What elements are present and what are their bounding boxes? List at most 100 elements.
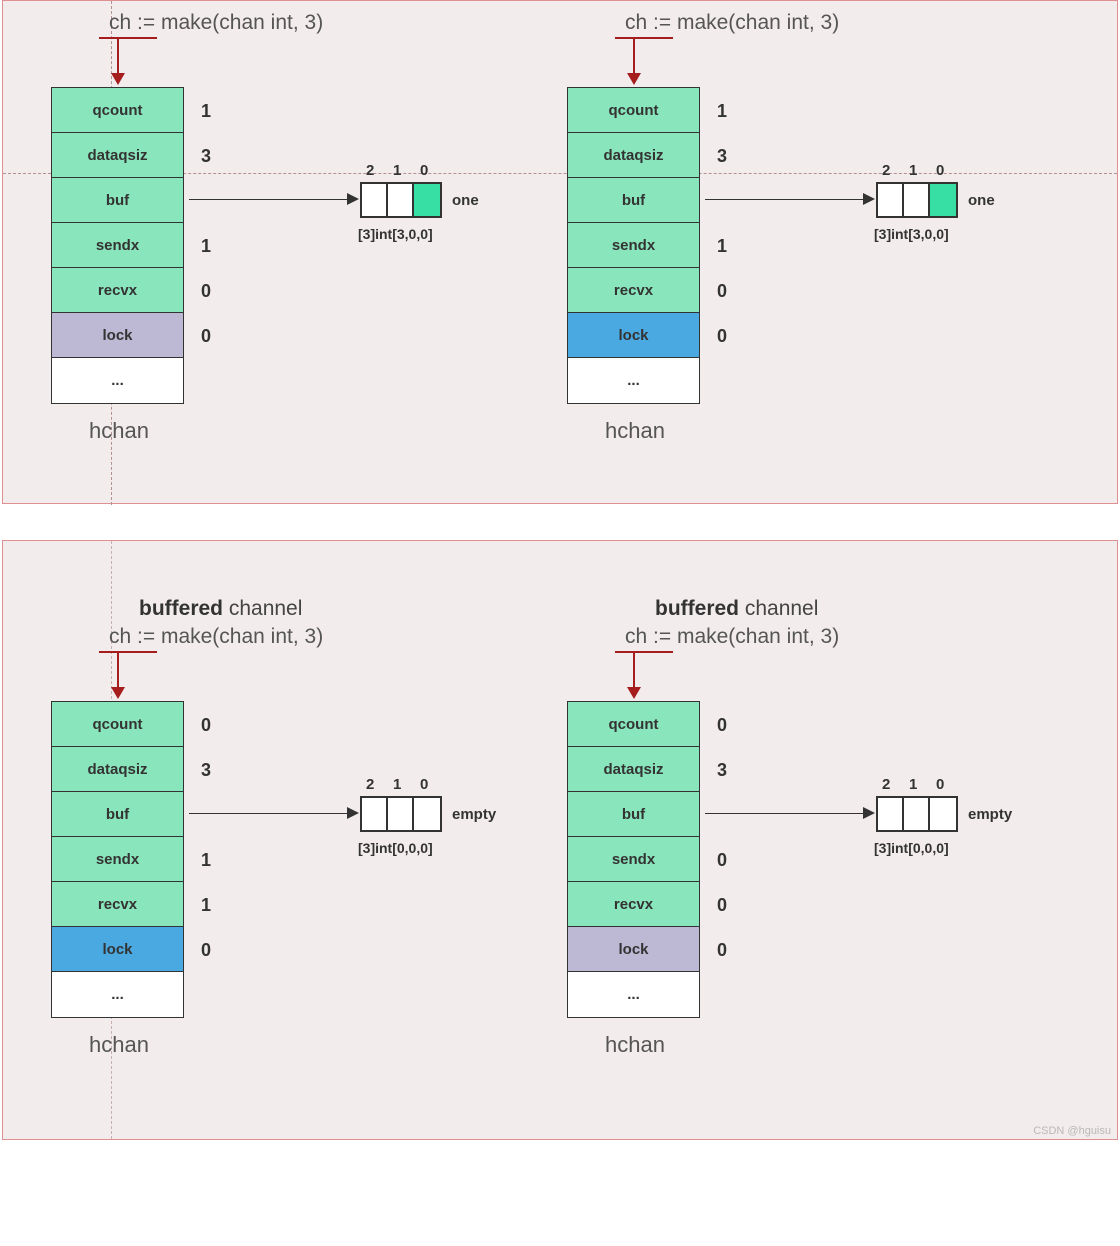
- buffer-array: [876, 182, 958, 218]
- buffer-index: 0: [420, 776, 428, 793]
- bottom-panel: buffered channel ch := make(chan int, 3) 0…: [2, 540, 1118, 1140]
- hchan-field-lock: lock: [52, 313, 183, 358]
- hchan-field-sendx: sendx: [568, 223, 699, 268]
- hchan-field-dataqsiz: dataqsiz: [568, 133, 699, 178]
- watermark: CSDN @hguisu: [1033, 1125, 1111, 1137]
- field-value: 1: [201, 850, 211, 871]
- code-line: ch := make(chan int, 3): [625, 11, 839, 35]
- hchan-diagram: ch := make(chan int, 3) 1 3 1 0 0 qcountdataqs…: [519, 1, 1079, 503]
- hchan-field-recvx: recvx: [568, 268, 699, 313]
- buffer-index: 1: [393, 162, 401, 179]
- buffer-index: 0: [936, 776, 944, 793]
- hchan-label: hchan: [89, 1032, 149, 1058]
- buffer-caption: [3]int[3,0,0]: [874, 226, 949, 242]
- hchan-diagram: buffered channel ch := make(chan int, 3) 0…: [519, 541, 1079, 1139]
- buffer-index: 0: [936, 162, 944, 179]
- field-value: 0: [717, 326, 727, 347]
- field-value: 3: [201, 146, 211, 167]
- hchan-struct: qcountdataqsizbufsendxrecvxlock...: [567, 701, 700, 1018]
- buffer-slot: [362, 798, 388, 830]
- code-line: ch := make(chan int, 3): [109, 625, 323, 649]
- field-value: 1: [201, 895, 211, 916]
- hchan-field-sendx: sendx: [52, 837, 183, 882]
- buffer-slot: [904, 184, 930, 216]
- hchan-field-recvx: recvx: [52, 882, 183, 927]
- buffer-index: 2: [882, 162, 890, 179]
- buffer-slot: [388, 798, 414, 830]
- buffer-index: 1: [393, 776, 401, 793]
- field-value: 0: [201, 715, 211, 736]
- field-value: 3: [717, 146, 727, 167]
- hchan-field-sendx: sendx: [568, 837, 699, 882]
- title-bold: buffered: [139, 597, 223, 620]
- buffer-index: 2: [366, 162, 374, 179]
- field-value: 1: [717, 236, 727, 257]
- hchan-field-buf: buf: [52, 178, 183, 223]
- buffer-slot: [878, 184, 904, 216]
- hchan-field-qcount: qcount: [52, 88, 183, 133]
- buffer-caption: [3]int[3,0,0]: [358, 226, 433, 242]
- buffer-slot: [414, 798, 440, 830]
- hchan-diagram: buffered channel ch := make(chan int, 3) 0…: [3, 541, 563, 1139]
- buffer-state: empty: [968, 806, 1012, 823]
- hchan-field-dataqsiz: dataqsiz: [52, 133, 183, 178]
- field-value: 0: [717, 715, 727, 736]
- buffer-slot: [878, 798, 904, 830]
- code-line: ch := make(chan int, 3): [109, 11, 323, 35]
- hchan-field-dataqsiz: dataqsiz: [568, 747, 699, 792]
- hchan-struct: qcountdataqsizbufsendxrecvxlock...: [51, 701, 184, 1018]
- hchan-label: hchan: [605, 1032, 665, 1058]
- title-bold: buffered: [655, 597, 739, 620]
- hchan-field-buf: buf: [568, 792, 699, 837]
- field-value: 1: [717, 101, 727, 122]
- buffer-slot: [930, 798, 956, 830]
- hchan-field-dotdotdot: ...: [568, 972, 699, 1017]
- buffer-index: 0: [420, 162, 428, 179]
- field-value: 0: [717, 281, 727, 302]
- buffer-array: [876, 796, 958, 832]
- field-value: 0: [201, 940, 211, 961]
- hchan-field-buf: buf: [568, 178, 699, 223]
- code-line: ch := make(chan int, 3): [625, 625, 839, 649]
- hchan-field-recvx: recvx: [52, 268, 183, 313]
- hchan-field-qcount: qcount: [52, 702, 183, 747]
- hchan-label: hchan: [89, 418, 149, 444]
- buffer-state: empty: [452, 806, 496, 823]
- hchan-field-qcount: qcount: [568, 88, 699, 133]
- hchan-field-sendx: sendx: [52, 223, 183, 268]
- buffer-slot: [362, 184, 388, 216]
- title-rest: channel: [739, 597, 818, 620]
- diagram-title: buffered channel: [655, 597, 818, 621]
- top-panel: ch := make(chan int, 3)13100qcountdataqs…: [2, 0, 1118, 504]
- title-rest: channel: [223, 597, 302, 620]
- buffer-index: 1: [909, 776, 917, 793]
- buffer-slot: [930, 184, 956, 216]
- field-value: 3: [717, 760, 727, 781]
- buffer-slot: [388, 184, 414, 216]
- hchan-struct: qcountdataqsizbufsendxrecvxlock...: [51, 87, 184, 404]
- buffer-index: 1: [909, 162, 917, 179]
- hchan-field-lock: lock: [52, 927, 183, 972]
- field-value: 0: [717, 895, 727, 916]
- buffer-caption: [3]int[0,0,0]: [874, 840, 949, 856]
- buffer-state: one: [452, 192, 479, 209]
- field-value: 0: [717, 940, 727, 961]
- hchan-diagram: ch := make(chan int, 3) 1 3 1 0 0 qcountdataqs…: [3, 1, 563, 503]
- buffer-array: [360, 182, 442, 218]
- hchan-field-dataqsiz: dataqsiz: [52, 747, 183, 792]
- field-value: 3: [201, 760, 211, 781]
- buffer-slot: [414, 184, 440, 216]
- hchan-struct: qcountdataqsizbufsendxrecvxlock...: [567, 87, 700, 404]
- buffer-caption: [3]int[0,0,0]: [358, 840, 433, 856]
- hchan-field-recvx: recvx: [568, 882, 699, 927]
- hchan-field-dotdotdot: ...: [52, 972, 183, 1017]
- field-value: 0: [201, 281, 211, 302]
- buffer-slot: [904, 798, 930, 830]
- hchan-label: hchan: [605, 418, 665, 444]
- field-value: 1: [201, 236, 211, 257]
- field-value: 0: [201, 326, 211, 347]
- buffer-index: 2: [882, 776, 890, 793]
- hchan-field-buf: buf: [52, 792, 183, 837]
- hchan-field-dotdotdot: ...: [52, 358, 183, 403]
- buffer-state: one: [968, 192, 995, 209]
